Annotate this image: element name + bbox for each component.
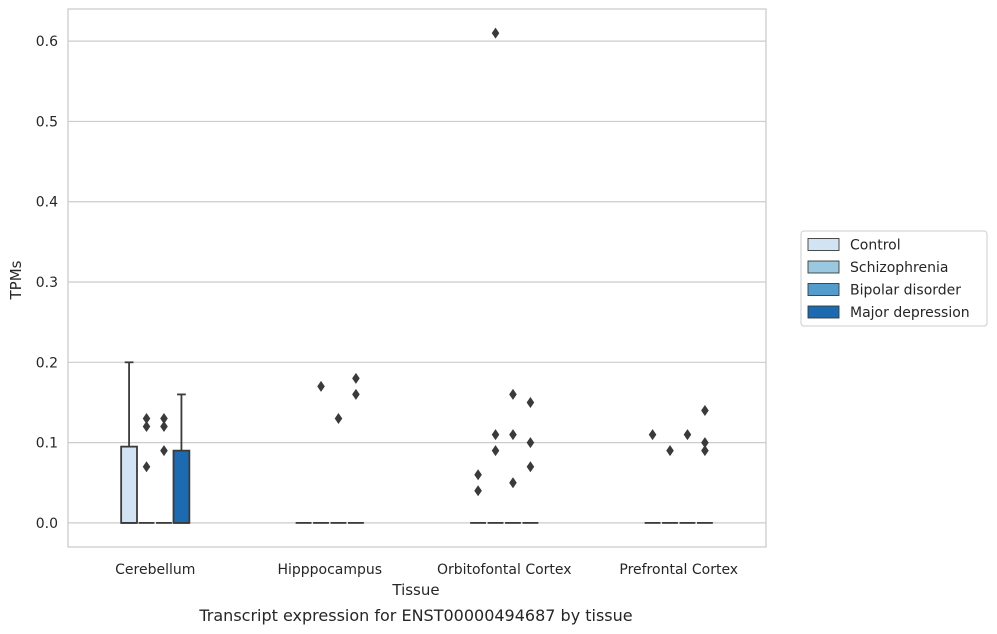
outlier-point [160, 413, 168, 425]
box-0-1 [138, 413, 155, 524]
y-tick-label: 0.2 [36, 355, 58, 371]
outlier-point [474, 469, 482, 481]
box-2-1 [487, 27, 504, 524]
box-2-2 [505, 388, 521, 524]
box-3-3 [697, 404, 713, 524]
legend-label: Control [850, 238, 901, 254]
outlier-point [352, 388, 360, 400]
y-tick-label: 0.3 [36, 275, 58, 291]
box-0-0 [120, 361, 138, 524]
box-2-3 [522, 396, 539, 524]
outlier-point [160, 445, 168, 457]
x-tick-label: Hipppocampus [277, 562, 382, 578]
box-0-2 [156, 413, 172, 524]
box-1-2 [330, 413, 347, 524]
y-tick-label: 0.0 [36, 516, 58, 532]
outlier-point [701, 445, 709, 457]
box-3-0 [644, 429, 661, 524]
outlier-point [683, 429, 692, 441]
legend-frame [800, 230, 988, 327]
box-body [120, 445, 138, 524]
outlier-point [142, 413, 151, 425]
outlier-point [526, 437, 535, 449]
outlier-point [701, 404, 709, 416]
outlier-point [701, 437, 709, 449]
x-axis: Cerebellum Hipppocampus Orbitofontal Corte… [115, 562, 738, 578]
box-body [172, 449, 191, 524]
legend-swatch [807, 283, 840, 296]
y-tick-label: 0.4 [36, 195, 58, 211]
y-tick-label: 0.6 [36, 34, 58, 50]
box-3-1 [662, 445, 678, 524]
gridlines [68, 40, 766, 524]
box-2-0 [470, 469, 486, 524]
y-tick-label: 0.5 [36, 114, 58, 130]
outlier-point [491, 429, 500, 441]
box-1-1 [313, 380, 329, 524]
y-tick-label: 0.1 [36, 436, 58, 452]
outlier-point [352, 372, 360, 384]
box-0-3 [172, 393, 191, 524]
legend-swatch [807, 305, 840, 319]
outlier-point [648, 429, 657, 441]
x-axis-label: Tissue [391, 581, 439, 599]
outlier-point [474, 485, 482, 497]
legend: Control Schizophrenia Bipolar disorder Majo… [800, 230, 988, 327]
box-3-2 [679, 429, 696, 524]
outlier-point [509, 477, 517, 489]
outlier-point [317, 380, 325, 392]
outlier-point [509, 388, 517, 400]
legend-swatch [807, 238, 840, 251]
outlier-point [160, 421, 168, 433]
box-1-3 [348, 372, 364, 524]
outlier-point [526, 396, 535, 408]
x-tick-label: Cerebellum [115, 562, 195, 578]
outlier-point [666, 445, 674, 457]
boxes [120, 27, 713, 524]
plot-frame [67, 8, 767, 548]
outlier-point [142, 461, 151, 473]
legend-label: Major depression [850, 305, 970, 321]
x-tick-label: Orbitofontal Cortex [437, 562, 572, 578]
x-tick-label: Prefrontal Cortex [619, 562, 738, 578]
outlier-point [334, 413, 343, 425]
figure-caption: Transcript expression for ENST0000049468… [199, 606, 633, 625]
y-axis: 0.0 0.1 0.2 0.3 0.4 0.5 0.6 [36, 34, 58, 532]
legend-label: Bipolar disorder [850, 283, 961, 299]
outlier-point [526, 461, 535, 473]
outlier-point [491, 445, 500, 457]
outlier-point [509, 429, 517, 441]
y-axis-label: TPMs [7, 260, 25, 300]
outlier-point [491, 27, 500, 39]
outlier-point [142, 421, 151, 433]
legend-label: Schizophrenia [850, 260, 948, 276]
legend-swatch [807, 260, 840, 274]
